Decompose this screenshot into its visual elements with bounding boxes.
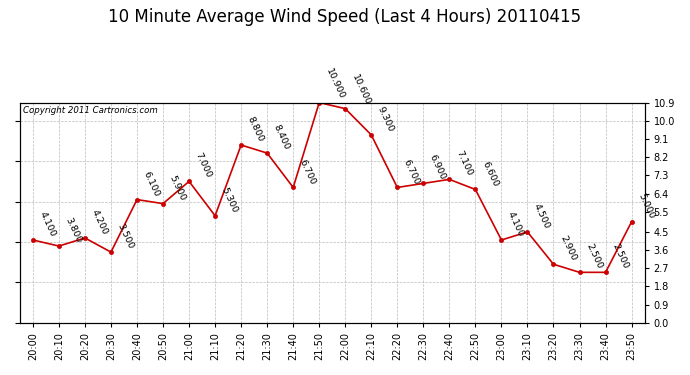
Text: 9.300: 9.300	[376, 105, 395, 133]
Text: 2.500: 2.500	[584, 242, 604, 271]
Text: 4.100: 4.100	[37, 210, 57, 238]
Text: 7.000: 7.000	[194, 152, 213, 180]
Text: 6.700: 6.700	[298, 158, 317, 186]
Text: 3.500: 3.500	[116, 222, 135, 251]
Text: 7.100: 7.100	[454, 150, 473, 178]
Text: 8.800: 8.800	[246, 115, 266, 143]
Text: 5.900: 5.900	[168, 174, 187, 202]
Text: 8.400: 8.400	[272, 123, 291, 152]
Text: 10.600: 10.600	[350, 74, 372, 107]
Text: 2.500: 2.500	[610, 242, 630, 271]
Text: 10 Minute Average Wind Speed (Last 4 Hours) 20110415: 10 Minute Average Wind Speed (Last 4 Hou…	[108, 8, 582, 26]
Text: 4.500: 4.500	[532, 202, 552, 230]
Text: 5.000: 5.000	[636, 192, 656, 220]
Text: 5.300: 5.300	[220, 186, 239, 214]
Text: 4.100: 4.100	[506, 210, 526, 238]
Text: 6.900: 6.900	[428, 153, 448, 182]
Text: 6.600: 6.600	[480, 160, 500, 188]
Text: 3.800: 3.800	[63, 216, 83, 244]
Text: 6.700: 6.700	[402, 158, 422, 186]
Text: 6.100: 6.100	[141, 170, 161, 198]
Text: Copyright 2011 Cartronics.com: Copyright 2011 Cartronics.com	[23, 106, 158, 115]
Text: 2.900: 2.900	[558, 234, 578, 262]
Text: 4.200: 4.200	[90, 208, 109, 236]
Text: 10.900: 10.900	[324, 67, 346, 101]
